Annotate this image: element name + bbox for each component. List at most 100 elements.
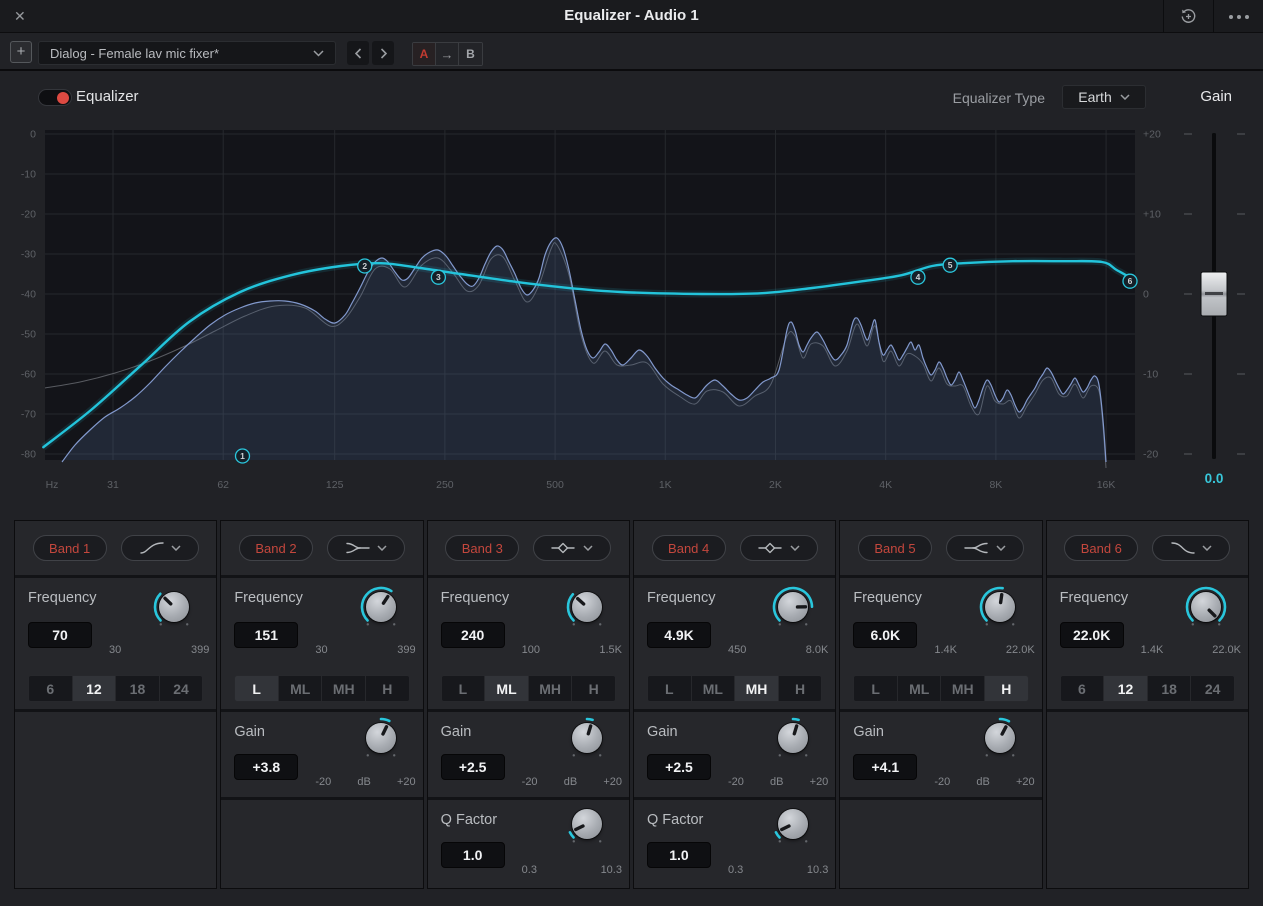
frequency-label: Frequency [28,590,97,606]
band-marker-6[interactable]: 6 [1123,274,1137,288]
gain-range-labels: -20dB+20 [522,776,622,788]
x-axis-tick: 62 [217,479,229,491]
band-5-filter-dropdown[interactable] [946,535,1024,561]
slope-option-ML[interactable]: ML [485,676,529,701]
q-factor-value-box[interactable]: 1.0 [441,842,505,868]
gain-min-label: -20 [728,776,744,788]
slope-option-MH[interactable]: MH [322,676,366,701]
svg-text:2: 2 [362,261,367,271]
slope-option-MH[interactable]: MH [941,676,985,701]
q-factor-value-box[interactable]: 1.0 [647,842,711,868]
y-axis-tick-left: -80 [21,449,36,461]
gain-knob[interactable] [359,716,403,760]
band-2-gain-section: Gain+3.8-20dB+20 [221,712,422,800]
q-factor-knob[interactable] [771,802,815,846]
eq-graph: 0-10-20-30-40-50-60-70-80Hz3162125250500… [0,125,1263,505]
band-marker-4[interactable]: 4 [911,270,925,284]
band-4-filter-dropdown[interactable] [740,535,818,561]
slope-option-H[interactable]: H [366,676,409,701]
slope-option-ML[interactable]: ML [279,676,323,701]
chevron-down-icon [313,50,324,57]
ab-a-button[interactable]: A [413,43,436,65]
q-factor-label: Q Factor [441,812,497,828]
band-marker-2[interactable]: 2 [358,259,372,273]
eq-graph-canvas: 0-10-20-30-40-50-60-70-80Hz3162125250500… [0,125,1263,505]
band-marker-1[interactable]: 1 [235,449,249,463]
band-5-label-pill[interactable]: Band 5 [858,535,932,561]
slope-option-H[interactable]: H [572,676,615,701]
ab-b-button[interactable]: B [459,43,482,65]
equalizer-enable-toggle[interactable] [38,89,72,106]
slope-option-ML[interactable]: ML [898,676,942,701]
gain-slider-handle[interactable] [1201,272,1227,316]
slope-option-L[interactable]: L [442,676,486,701]
slope-option-H[interactable]: H [985,676,1028,701]
frequency-value-box[interactable]: 22.0K [1060,622,1124,648]
gain-value-box[interactable]: +4.1 [853,754,917,780]
band-2-filter-dropdown[interactable] [327,535,405,561]
gain-knob[interactable] [565,716,609,760]
frequency-value-box[interactable]: 240 [441,622,505,648]
q-factor-range-labels: 0.310.3 [522,864,622,876]
slope-option-6[interactable]: 6 [1061,676,1105,701]
band-6-label-pill[interactable]: Band 6 [1064,535,1138,561]
slope-option-18[interactable]: 18 [1148,676,1192,701]
band-1-filter-dropdown[interactable] [121,535,199,561]
frequency-knob[interactable] [771,585,815,629]
slope-option-L[interactable]: L [854,676,898,701]
history-button[interactable] [1164,0,1213,33]
frequency-max-label: 22.0K [1212,644,1241,656]
slope-option-MH[interactable]: MH [735,676,779,701]
slope-option-ML[interactable]: ML [692,676,736,701]
slope-option-L[interactable]: L [235,676,279,701]
x-axis-tick: 125 [326,479,344,491]
equalizer-type-dropdown[interactable]: Earth [1062,85,1146,109]
slope-option-24[interactable]: 24 [160,676,203,701]
slope-option-H[interactable]: H [779,676,822,701]
frequency-value-box[interactable]: 4.9K [647,622,711,648]
title-bar: ✕ Equalizer - Audio 1 [0,0,1263,33]
slope-option-6[interactable]: 6 [29,676,73,701]
gain-value-box[interactable]: +3.8 [234,754,298,780]
gain-value-box[interactable]: +2.5 [441,754,505,780]
frequency-knob[interactable] [1184,585,1228,629]
slope-option-18[interactable]: 18 [116,676,160,701]
band-3-label-pill[interactable]: Band 3 [445,535,519,561]
band-3-panel: Band 3Frequency2401001.5KLMLMHHGain+2.5-… [427,520,630,889]
frequency-knob[interactable] [359,585,403,629]
band-marker-5[interactable]: 5 [943,258,957,272]
frequency-value-box[interactable]: 6.0K [853,622,917,648]
gain-max-label: +20 [603,776,622,788]
band-6-filter-dropdown[interactable] [1152,535,1230,561]
slope-option-12[interactable]: 12 [1104,676,1148,701]
gain-knob[interactable] [978,716,1022,760]
band-2-label-pill[interactable]: Band 2 [239,535,313,561]
band-2-header: Band 2 [221,521,422,578]
ab-copy-button[interactable]: → [436,43,459,65]
options-menu-button[interactable] [1214,0,1263,33]
slope-option-12[interactable]: 12 [73,676,117,701]
add-preset-button[interactable]: + [10,41,32,63]
band-4-label-pill[interactable]: Band 4 [652,535,726,561]
band-4-slope-selector: LMLMHH [647,675,822,702]
slope-option-L[interactable]: L [648,676,692,701]
frequency-value-box[interactable]: 151 [234,622,298,648]
frequency-knob[interactable] [152,585,196,629]
band-marker-3[interactable]: 3 [431,270,445,284]
slope-option-MH[interactable]: MH [529,676,573,701]
preset-dropdown[interactable]: Dialog - Female lav mic fixer* [38,41,336,65]
prev-preset-button[interactable] [347,41,369,65]
frequency-value-box[interactable]: 70 [28,622,92,648]
slope-option-24[interactable]: 24 [1191,676,1234,701]
band-3-filter-dropdown[interactable] [533,535,611,561]
frequency-knob[interactable] [565,585,609,629]
gain-knob[interactable] [771,716,815,760]
band-3-q-section: Q Factor 1.0 0.310.3 [428,800,629,888]
gain-unit-label: dB [357,776,370,788]
x-axis-tick: 2K [769,479,782,491]
frequency-knob[interactable] [978,585,1022,629]
q-factor-knob[interactable] [565,802,609,846]
gain-value-box[interactable]: +2.5 [647,754,711,780]
band-1-label-pill[interactable]: Band 1 [33,535,107,561]
next-preset-button[interactable] [372,41,394,65]
